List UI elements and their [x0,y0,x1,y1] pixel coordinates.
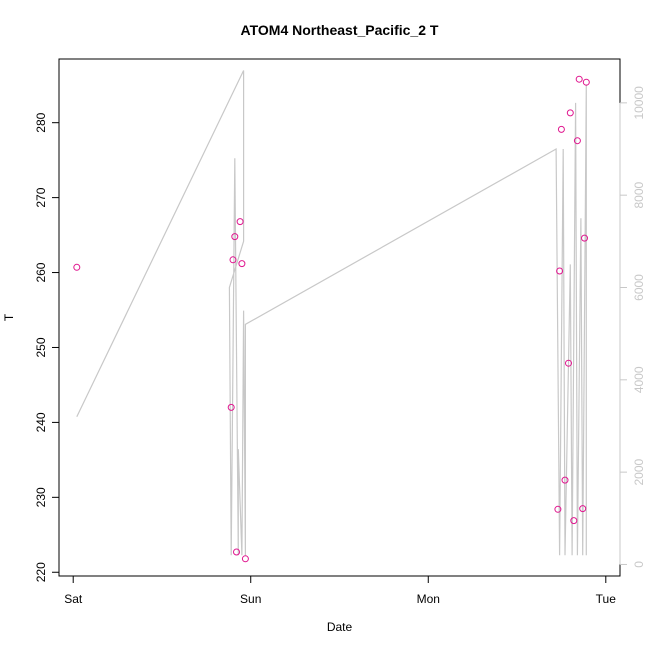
scatter-point [556,267,564,275]
y2-tick-label: 8000 [632,182,646,209]
y-tick-label: 240 [34,412,48,432]
scatter-point [581,234,588,242]
line-series-group [76,70,587,556]
scatter-point [573,137,581,145]
y2-tick-label: 6000 [632,274,646,301]
y-axis-label: T [2,313,16,321]
scatter-point [236,218,244,226]
scatter-point [238,260,246,268]
chart-title: ATOM4 Northeast_Pacific_2 T [241,22,439,38]
y-tick-label: 230 [34,487,48,507]
y-tick-label: 220 [34,562,48,582]
y-axis-right: 0 2000 4000 6000 8000 10000 [619,86,646,568]
x-axis: Sat Sun Mon Tue [64,575,617,606]
y2-tick-label: 4000 [632,366,646,393]
y-axis-left: 220 230 240 250 260 270 280 [34,112,60,582]
y2-tick-label: 0 [632,561,646,568]
x-tick-label: Sat [64,592,83,606]
x-axis-label: Date [327,620,353,634]
scatter-point [231,233,239,241]
y-tick-label: 250 [34,337,48,357]
scatter-point [227,403,235,411]
scatter-point [575,75,583,83]
scatter-point [241,555,249,563]
scatter-point [233,548,240,556]
x-tick-label: Tue [596,592,617,606]
scatter-point [554,505,562,513]
scatter-point [557,125,565,133]
scatter-point [566,109,574,117]
scatter-point [565,359,572,367]
scatter-point [229,256,237,264]
y2-tick-label: 2000 [632,458,646,485]
line-series [76,70,587,556]
y2-tick-label: 10000 [632,86,646,120]
scatter-point [570,517,578,525]
y-tick-label: 280 [34,112,48,132]
scatter-point [579,505,587,513]
plot-frame [58,58,621,577]
scatter-series-group [73,75,590,563]
y-tick-label: 270 [34,187,48,207]
scatter-point [582,78,590,86]
x-tick-label: Mon [417,592,440,606]
scatter-point [561,476,569,484]
scatter-point [73,263,81,271]
y-tick-label: 260 [34,262,48,282]
x-tick-label: Sun [240,592,261,606]
